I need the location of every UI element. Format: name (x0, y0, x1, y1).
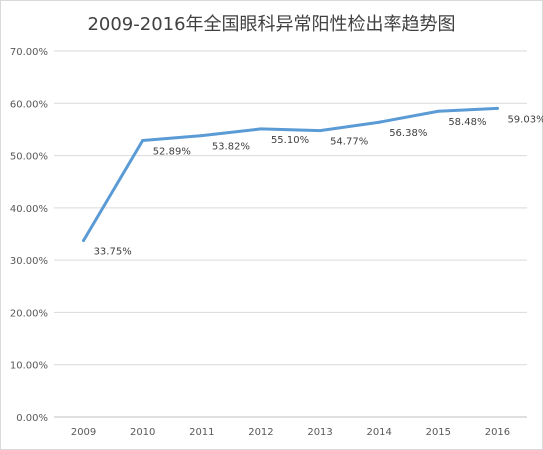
x-tick-label: 2011 (189, 427, 214, 438)
y-tick-label: 50.00% (10, 152, 48, 163)
data-label: 53.82% (212, 142, 250, 153)
y-tick-label: 60.00% (10, 99, 48, 110)
data-point (82, 239, 86, 243)
data-label: 54.77% (330, 137, 368, 148)
data-label: 55.10% (271, 135, 309, 146)
gridlines (54, 50, 527, 418)
x-tick-label: 2012 (248, 427, 273, 438)
y-axis-ticks: 0.00% 10.00% 20.00% 30.00% 40.00% 50.00% 60.00… (10, 47, 48, 424)
x-tick-label: 2013 (307, 427, 332, 438)
data-point (141, 138, 145, 142)
data-label: 59.03% (507, 114, 543, 125)
data-point (495, 106, 499, 110)
data-point (259, 127, 263, 131)
y-tick-label: 0.00% (16, 413, 48, 424)
y-tick-label: 20.00% (10, 308, 48, 319)
x-tick-label: 2014 (366, 427, 391, 438)
data-label: 58.48% (448, 117, 486, 128)
y-tick-label: 40.00% (10, 204, 48, 215)
y-tick-label: 70.00% (10, 47, 48, 58)
data-label: 33.75% (94, 247, 132, 258)
data-point (377, 120, 381, 124)
data-point (200, 134, 204, 138)
x-tick-label: 2010 (130, 427, 155, 438)
data-point (318, 129, 322, 133)
data-label: 56.38% (389, 128, 427, 139)
data-labels: 33.75% 52.89% 53.82% 55.10% 54.77% 56.38% 58.4… (94, 114, 543, 257)
data-point (436, 109, 440, 113)
x-axis-ticks: 2009 2010 2011 2012 2013 2014 2015 2016 (71, 427, 510, 438)
data-label: 52.89% (153, 146, 191, 157)
chart-title: 2009-2016年全国眼科异常阳性检出率趋势图 (87, 14, 456, 35)
y-tick-label: 30.00% (10, 256, 48, 267)
series-line (82, 106, 499, 243)
y-tick-label: 10.00% (10, 361, 48, 372)
x-tick-label: 2009 (71, 427, 96, 438)
x-tick-label: 2015 (426, 427, 451, 438)
data-series (82, 106, 499, 243)
x-tick-label: 2016 (485, 427, 510, 438)
